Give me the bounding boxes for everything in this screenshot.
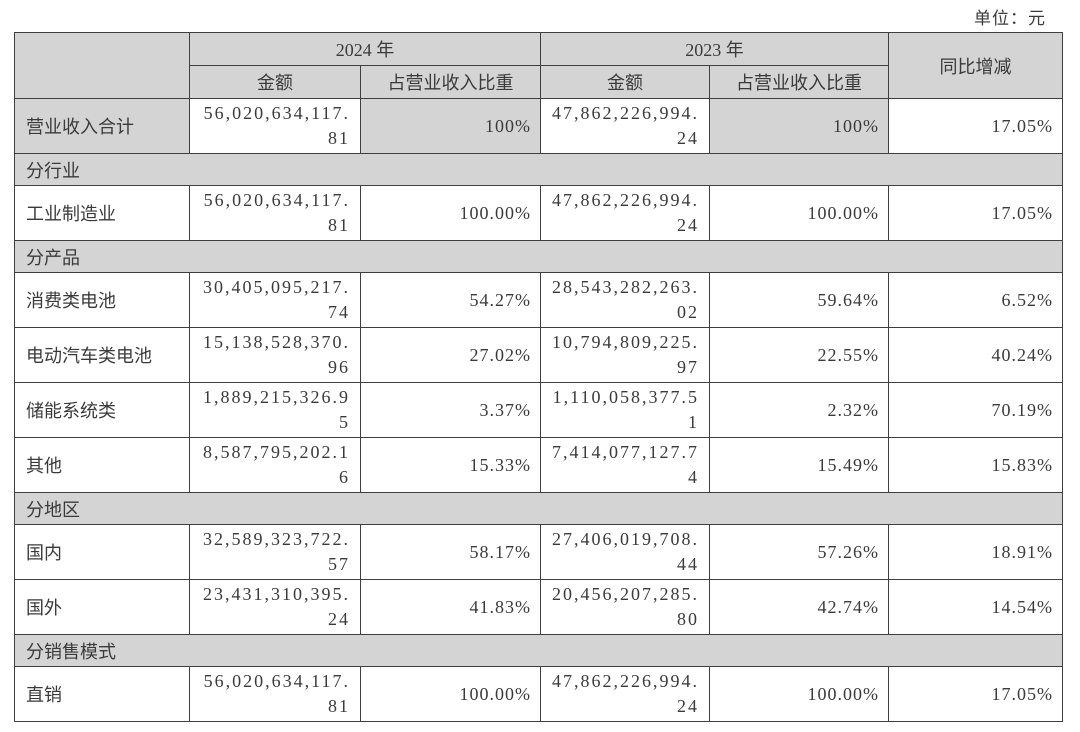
ratio-2024-value: 3.37% bbox=[360, 382, 541, 438]
section-label: 分产品 bbox=[14, 240, 1063, 273]
ratio-2024-value: 15.33% bbox=[360, 437, 541, 493]
section-row: 分行业 bbox=[14, 153, 1063, 186]
yoy-value: 18.91% bbox=[888, 524, 1063, 580]
year-2023-header: 2023 年 bbox=[540, 32, 889, 66]
amount-2023-value: 47,862,226,994.24 bbox=[540, 185, 710, 241]
ratio-2023-value: 59.64% bbox=[709, 272, 889, 328]
amount-2023-value: 27,406,019,708.44 bbox=[540, 524, 710, 580]
section-label: 分销售模式 bbox=[14, 634, 1063, 667]
yoy-value: 6.52% bbox=[888, 272, 1063, 328]
table-row: 消费类电池 30,405,095,217.74 54.27% 28,543,28… bbox=[14, 272, 1063, 328]
year-2024-header: 2024 年 bbox=[189, 32, 541, 66]
table-row: 国内 32,589,323,722.57 58.17% 27,406,019,7… bbox=[14, 524, 1063, 580]
amount-2023-value: 1,110,058,377.51 bbox=[540, 382, 710, 438]
row-label: 储能系统类 bbox=[14, 382, 190, 438]
yoy-value: 17.05% bbox=[888, 98, 1063, 154]
ratio-2023-value: 22.55% bbox=[709, 327, 889, 383]
amount-2023-value: 10,794,809,225.97 bbox=[540, 327, 710, 383]
amount-2024-value: 8,587,795,202.16 bbox=[189, 437, 361, 493]
amount-2023-value: 28,543,282,263.02 bbox=[540, 272, 710, 328]
header-row-metrics: 金额 占营业收入比重 金额 占营业收入比重 bbox=[15, 65, 1063, 99]
revenue-breakdown-table: 2024 年 2023 年 同比增减 金额 占营业收入比重 金额 占营业收入比重… bbox=[14, 32, 1063, 722]
yoy-value: 17.05% bbox=[888, 185, 1063, 241]
corner-cell bbox=[14, 32, 190, 99]
row-label: 国内 bbox=[14, 524, 190, 580]
ratio-2024-value: 100.00% bbox=[360, 185, 541, 241]
ratio-2023-value: 57.26% bbox=[709, 524, 889, 580]
amount-2024-header: 金额 bbox=[189, 65, 361, 99]
yoy-value: 17.05% bbox=[888, 666, 1063, 722]
table-row: 其他 8,587,795,202.16 15.33% 7,414,077,127… bbox=[14, 437, 1063, 493]
section-label: 分地区 bbox=[14, 492, 1063, 525]
ratio-2023-value: 100.00% bbox=[709, 666, 889, 722]
amount-2024-value: 56,020,634,117.81 bbox=[189, 666, 361, 722]
row-label: 营业收入合计 bbox=[14, 98, 190, 154]
amount-2023-header: 金额 bbox=[540, 65, 710, 99]
section-row: 分地区 bbox=[14, 492, 1063, 525]
amount-2024-value: 15,138,528,370.96 bbox=[189, 327, 361, 383]
row-label: 消费类电池 bbox=[14, 272, 190, 328]
table-body: 营业收入合计 56,020,634,117.81 100% 47,862,226… bbox=[14, 98, 1063, 722]
unit-label: 单位：元 bbox=[974, 9, 1046, 28]
row-label: 电动汽车类电池 bbox=[14, 327, 190, 383]
ratio-2023-value: 15.49% bbox=[709, 437, 889, 493]
ratio-2023-value: 100.00% bbox=[709, 185, 889, 241]
ratio-2024-value: 41.83% bbox=[360, 579, 541, 635]
row-label: 直销 bbox=[14, 666, 190, 722]
header-row-years: 2024 年 2023 年 同比增减 bbox=[14, 32, 1063, 99]
table-row: 营业收入合计 56,020,634,117.81 100% 47,862,226… bbox=[14, 98, 1063, 154]
amount-2024-value: 56,020,634,117.81 bbox=[189, 98, 361, 154]
ratio-2024-header: 占营业收入比重 bbox=[360, 65, 541, 99]
yoy-value: 15.83% bbox=[888, 437, 1063, 493]
amount-2023-value: 47,862,226,994.24 bbox=[540, 98, 710, 154]
ratio-2023-value: 2.32% bbox=[709, 382, 889, 438]
table-row: 储能系统类 1,889,215,326.95 3.37% 1,110,058,3… bbox=[14, 382, 1063, 438]
yoy-value: 40.24% bbox=[888, 327, 1063, 383]
row-label: 国外 bbox=[14, 579, 190, 635]
ratio-2024-value: 58.17% bbox=[360, 524, 541, 580]
table-row: 工业制造业 56,020,634,117.81 100.00% 47,862,2… bbox=[14, 185, 1063, 241]
row-label: 工业制造业 bbox=[14, 185, 190, 241]
amount-2023-value: 7,414,077,127.74 bbox=[540, 437, 710, 493]
table-row: 电动汽车类电池 15,138,528,370.96 27.02% 10,794,… bbox=[14, 327, 1063, 383]
ratio-2023-header: 占营业收入比重 bbox=[709, 65, 889, 99]
section-label: 分行业 bbox=[14, 153, 1063, 186]
section-row: 分销售模式 bbox=[14, 634, 1063, 667]
table-row: 直销 56,020,634,117.81 100.00% 47,862,226,… bbox=[14, 666, 1063, 722]
ratio-2024-value: 100% bbox=[360, 98, 541, 154]
yoy-value: 70.19% bbox=[888, 382, 1063, 438]
amount-2023-value: 47,862,226,994.24 bbox=[540, 666, 710, 722]
amount-2024-value: 30,405,095,217.74 bbox=[189, 272, 361, 328]
yoy-header: 同比增减 bbox=[888, 32, 1063, 99]
amount-2024-value: 23,431,310,395.24 bbox=[189, 579, 361, 635]
row-label: 其他 bbox=[14, 437, 190, 493]
amount-2024-value: 1,889,215,326.95 bbox=[189, 382, 361, 438]
table-row: 国外 23,431,310,395.24 41.83% 20,456,207,2… bbox=[14, 579, 1063, 635]
ratio-2023-value: 42.74% bbox=[709, 579, 889, 635]
yoy-value: 14.54% bbox=[888, 579, 1063, 635]
table-header: 2024 年 2023 年 同比增减 金额 占营业收入比重 金额 占营业收入比重 bbox=[14, 32, 1063, 99]
amount-2024-value: 56,020,634,117.81 bbox=[189, 185, 361, 241]
ratio-2024-value: 100.00% bbox=[360, 666, 541, 722]
ratio-2024-value: 27.02% bbox=[360, 327, 541, 383]
amount-2023-value: 20,456,207,285.80 bbox=[540, 579, 710, 635]
ratio-2023-value: 100% bbox=[709, 98, 889, 154]
section-row: 分产品 bbox=[14, 240, 1063, 273]
amount-2024-value: 32,589,323,722.57 bbox=[189, 524, 361, 580]
ratio-2024-value: 54.27% bbox=[360, 272, 541, 328]
